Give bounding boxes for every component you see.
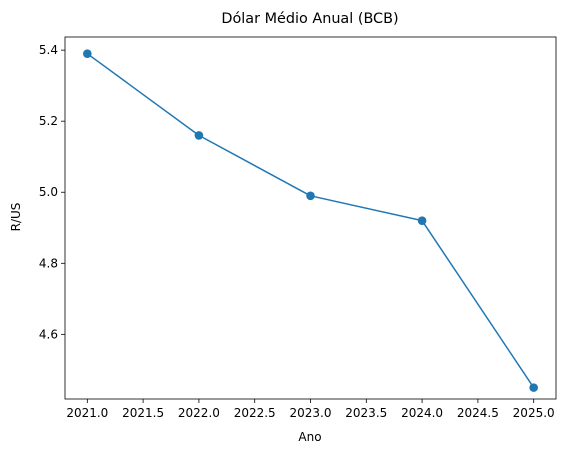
x-tick-label: 2024.0 bbox=[401, 406, 443, 420]
x-tick-label: 2022.5 bbox=[234, 406, 276, 420]
y-axis-title: R/US bbox=[9, 203, 23, 232]
y-tick-label: 4.6 bbox=[39, 327, 58, 341]
data-point bbox=[83, 49, 92, 58]
x-axis-title: Ano bbox=[298, 430, 321, 444]
x-tick-label: 2023.5 bbox=[345, 406, 387, 420]
data-point bbox=[306, 191, 315, 201]
y-tick-label: 5.0 bbox=[39, 185, 58, 199]
y-tick-label: 5.2 bbox=[39, 114, 58, 128]
data-point bbox=[417, 216, 427, 225]
y-tick-label: 4.8 bbox=[39, 256, 58, 270]
axes: 2021.0 2021.5 2022.0 2022.5 2023.0 2023.5 2024… bbox=[39, 36, 557, 420]
plot-area bbox=[83, 49, 538, 392]
chart-title: Dólar Médio Anual (BCB) bbox=[221, 11, 398, 27]
x-tick-label: 2022.0 bbox=[178, 406, 220, 420]
x-tick-label: 2025.0 bbox=[513, 406, 555, 420]
data-point bbox=[529, 383, 538, 392]
x-tick-label: 2021.0 bbox=[66, 406, 108, 420]
x-tick-label: 2024.5 bbox=[457, 406, 499, 420]
x-tick-label: 2023.0 bbox=[290, 406, 332, 420]
x-tick-label: 2021.5 bbox=[122, 406, 164, 420]
y-tick-label: 5.4 bbox=[39, 43, 58, 57]
data-point bbox=[194, 131, 204, 140]
